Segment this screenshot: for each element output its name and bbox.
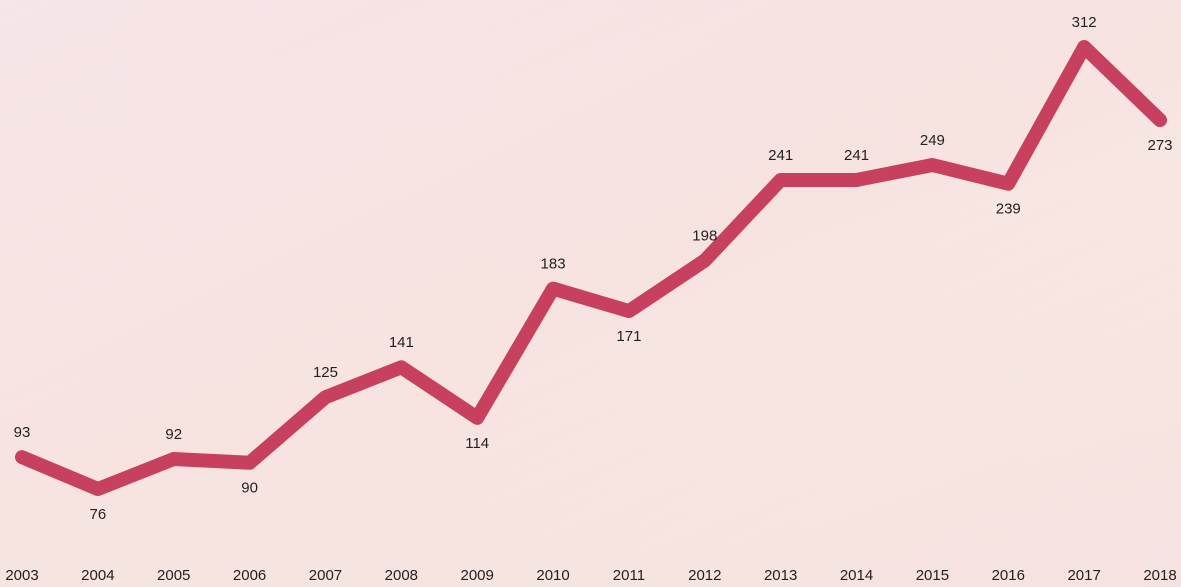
- data-label: 198: [692, 227, 717, 244]
- x-tick-label: 2010: [536, 567, 569, 584]
- data-label: 114: [465, 435, 489, 452]
- x-tick-label: 2009: [461, 567, 494, 584]
- data-label: 92: [165, 426, 182, 443]
- x-tick-label: 2015: [916, 567, 949, 584]
- data-label: 312: [1072, 14, 1097, 31]
- x-tick-label: 2016: [992, 567, 1025, 584]
- x-tick-label: 2014: [840, 567, 873, 584]
- x-tick-label: 2008: [385, 567, 418, 584]
- x-tick-label: 2018: [1143, 567, 1176, 584]
- x-tick-label: 2005: [157, 567, 190, 584]
- x-tick-label: 2004: [81, 567, 114, 584]
- data-label: 249: [920, 132, 945, 149]
- page: 2003 2004 2005 2006 2007 2008 2009 2010 2011 2012…: [0, 0, 1181, 587]
- x-tick-label: 2011: [613, 567, 645, 584]
- data-label: 183: [541, 256, 566, 273]
- x-tick-label: 2007: [309, 567, 342, 584]
- x-tick-label: 2017: [1067, 567, 1100, 584]
- x-tick-label: 2003: [5, 567, 38, 584]
- data-label: 273: [1147, 137, 1172, 154]
- x-tick-label: 2013: [764, 567, 797, 584]
- data-label: 171: [616, 328, 641, 345]
- data-label: 241: [768, 147, 793, 164]
- data-label: 239: [996, 201, 1021, 218]
- data-label: 93: [14, 424, 31, 441]
- chart: 2003 2004 2005 2006 2007 2008 2009 2010 2011 2012…: [0, 0, 1181, 587]
- x-tick-label: 2006: [233, 567, 266, 584]
- data-label: 76: [90, 506, 107, 523]
- x-tick-label: 2012: [688, 567, 721, 584]
- data-label: 90: [241, 480, 258, 497]
- data-label: 141: [389, 334, 414, 351]
- data-label: 241: [844, 147, 869, 164]
- data-label: 125: [313, 364, 338, 381]
